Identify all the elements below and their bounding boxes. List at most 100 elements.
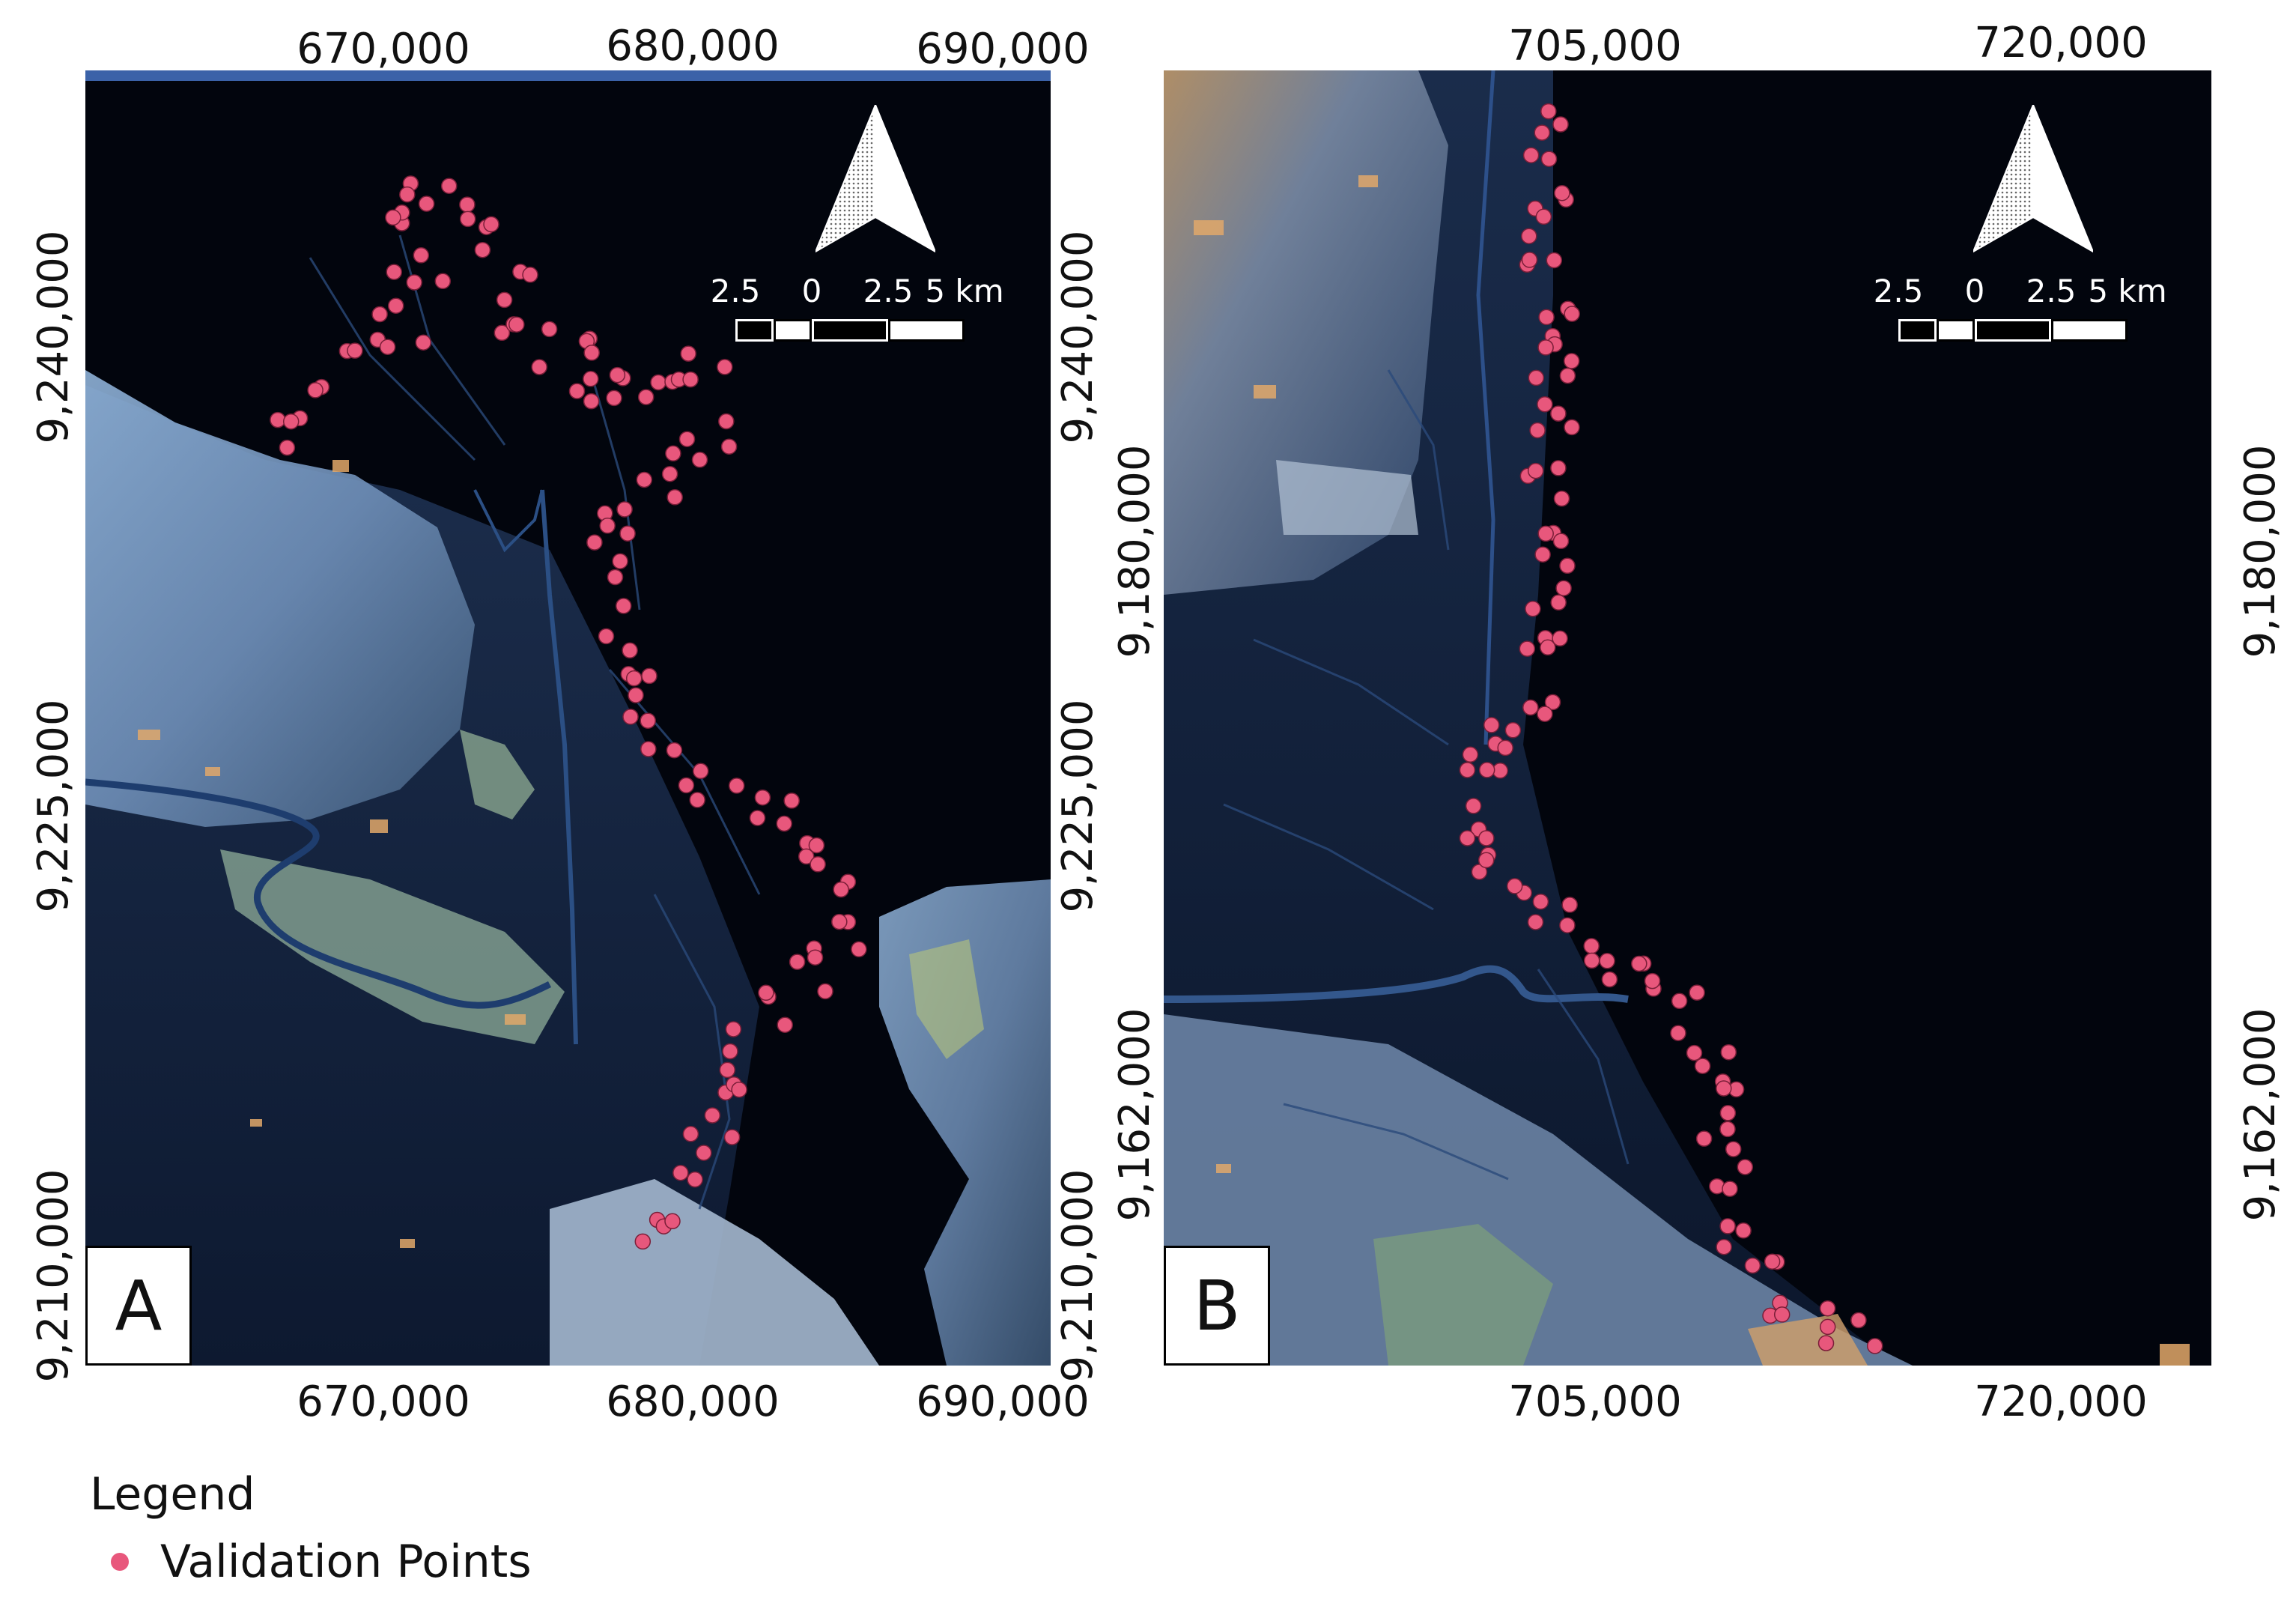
validation-point-marker [637,389,655,405]
legend-point-marker [111,1553,129,1571]
validation-point-marker [789,954,806,970]
north-arrow-icon [1973,105,2093,253]
validation-point-marker [1720,1043,1737,1061]
map-b-scale-label-0: 2.5 [1873,273,1924,309]
validation-point-marker [758,984,774,1002]
validation-point-marker [1538,309,1555,326]
validation-point-marker [379,339,396,355]
validation-point-marker [1462,746,1479,763]
map-b-scale-seg-1 [1898,319,1937,342]
validation-point-marker [1716,1238,1732,1255]
map-a-imagery [85,70,1051,1366]
validation-point-marker [636,471,653,488]
validation-point-marker [1522,699,1539,716]
validation-point-marker [1519,640,1536,657]
validation-point-marker [622,642,638,659]
validation-point-marker [522,267,538,283]
validation-point-marker [672,1164,689,1181]
validation-point-marker [599,518,616,534]
map-b-validation-points [1459,103,1883,1354]
validation-point-marker [725,1021,742,1037]
map-a-scale-seg-2 [774,319,812,342]
validation-point-marker [612,553,628,569]
validation-point-marker [1540,103,1557,120]
validation-point-marker [682,371,699,388]
validation-point-marker [1552,533,1570,550]
validation-point-marker [1744,1257,1761,1274]
validation-point-marker [1550,460,1567,476]
validation-point-marker [719,1061,736,1079]
map-b-scale-seg-3 [1975,319,2051,342]
validation-point-marker [680,345,696,362]
validation-point-marker [493,324,511,342]
validation-point-marker [717,359,733,375]
map-a-right-tick-9210000: 9,210,000 [1054,1169,1102,1383]
validation-point-marker [586,534,603,551]
validation-point-marker [1537,706,1553,722]
validation-point-marker [1525,601,1541,617]
validation-point-marker [640,712,656,729]
validation-point-marker [385,209,401,226]
validation-point-marker [568,383,586,399]
map-b-right-tick-9180000: 9,180,000 [2236,444,2285,658]
validation-point-marker [541,321,558,338]
validation-point-marker [282,413,300,430]
validation-point-marker [1527,914,1544,930]
validation-point-marker [1550,405,1567,422]
map-a-scale-label-1: 0 [801,273,822,309]
map-b-scale-label-1: 0 [1964,273,1985,309]
validation-point-marker [609,366,626,384]
validation-point-marker [1689,984,1705,1001]
validation-point-marker [650,374,666,391]
validation-point-marker [1537,396,1553,413]
validation-point-marker [723,1129,741,1145]
validation-point-marker [1716,1080,1732,1097]
validation-point-marker [1819,1300,1836,1317]
map-a-top-tick-680000: 680,000 [606,22,780,70]
validation-point-marker [776,815,792,832]
validation-point-marker [666,742,683,759]
map-a-scale-seg-1 [735,319,774,342]
map-b-right-tick-9162000: 9,162,000 [2236,1007,2285,1222]
validation-point-marker [682,1126,699,1142]
validation-point-marker [749,810,766,826]
validation-point-marker [415,334,432,351]
validation-point-marker [413,247,430,264]
validation-point-marker [418,196,435,212]
validation-point-marker [1529,422,1546,439]
validation-point-marker [696,1145,712,1161]
validation-point-marker [1550,594,1567,611]
validation-point-marker [851,941,867,958]
validation-point-marker [583,371,599,387]
map-panel-b: 2.5 0 2.5 5 km B [1164,70,2211,1366]
map-b-scale-label-2: 2.5 [2026,273,2077,309]
map-b-top-tick-705000: 705,000 [1508,22,1682,70]
map-a-scale-seg-4 [888,319,965,342]
validation-point-marker [1552,630,1568,647]
validation-point-marker [1465,798,1482,814]
map-b-bottom-tick-705000: 705,000 [1508,1378,1682,1426]
validation-point-marker [1506,878,1523,894]
validation-point-marker [1522,147,1540,163]
validation-point-marker [1534,124,1550,141]
validation-point-marker [399,186,416,203]
validation-point-marker [1631,955,1647,972]
map-a-right-tick-9240000: 9,240,000 [1054,230,1102,444]
validation-point-marker [678,777,695,794]
validation-point-marker [1773,1306,1791,1323]
map-b-panel-label: B [1164,1246,1270,1366]
legend-item-validation-points: Validation Points [160,1536,532,1588]
validation-point-marker [583,393,600,410]
validation-point-marker [1561,897,1578,913]
validation-point-marker [583,345,600,361]
validation-point-marker [615,598,632,614]
validation-point-marker [783,793,800,809]
validation-point-marker [1504,722,1522,739]
validation-point-marker [531,359,547,375]
validation-point-marker [1535,208,1552,225]
validation-point-marker [622,709,639,725]
validation-point-marker [307,382,324,399]
validation-point-marker [1671,993,1688,1010]
validation-point-marker [640,741,657,757]
validation-point-marker [434,273,452,290]
